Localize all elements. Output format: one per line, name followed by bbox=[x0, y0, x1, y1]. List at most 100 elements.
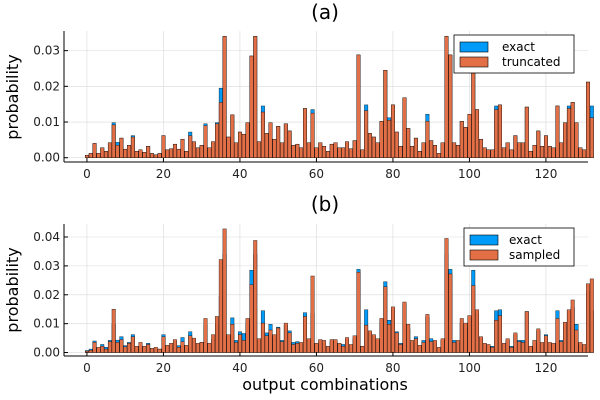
panel-a-bar-truncated-91 bbox=[433, 145, 437, 158]
panel-a-xtick-label: 100 bbox=[458, 167, 481, 181]
panel-b-bar-sampled-4 bbox=[100, 346, 105, 353]
panel-a-bar-truncated-80 bbox=[390, 104, 395, 158]
panel-b-bar-sampled-54 bbox=[291, 344, 296, 353]
panel-a-bar-truncated-86 bbox=[413, 137, 418, 158]
panel-a-bar-truncated-48 bbox=[268, 122, 273, 158]
panel-a-bar-truncated-84 bbox=[406, 128, 411, 158]
panel-a-bar-truncated-100 bbox=[467, 113, 472, 158]
panel-a-bar-truncated-105 bbox=[486, 149, 491, 158]
panel-b-bar-sampled-122 bbox=[551, 343, 556, 353]
panel-a-bar-truncated-96 bbox=[452, 142, 457, 158]
panel-b-bar-sampled-124 bbox=[559, 341, 564, 353]
panel-b-bar-sampled-87 bbox=[417, 345, 422, 353]
panel-a-bar-truncated-30 bbox=[199, 145, 204, 158]
panel-b-bar-sampled-29 bbox=[195, 343, 200, 353]
panel-b-bar-sampled-63 bbox=[325, 346, 330, 353]
panel-a-bar-truncated-66 bbox=[337, 147, 342, 158]
panel-b-bar-sampled-64 bbox=[329, 339, 334, 353]
panel-a-bar-truncated-63 bbox=[325, 151, 330, 158]
panel-a-bar-truncated-10 bbox=[123, 148, 128, 158]
panel-a-bar-truncated-127 bbox=[570, 102, 575, 158]
panel-b-bar-sampled-7 bbox=[111, 309, 116, 353]
panel-a-legend-label-exact: exact bbox=[502, 40, 535, 54]
panel-b-bar-sampled-105 bbox=[486, 344, 491, 353]
panel-a-xtick-label: 0 bbox=[83, 167, 91, 181]
panel-a-bar-truncated-67 bbox=[341, 147, 346, 158]
panel-b-bar-sampled-3 bbox=[96, 347, 101, 353]
panel-a-bar-truncated-14 bbox=[138, 149, 143, 158]
panel-b-bar-sampled-89 bbox=[425, 314, 430, 353]
panel-a-bars bbox=[85, 36, 594, 158]
panel-b-bars bbox=[85, 228, 594, 353]
panel-b-bar-sampled-8 bbox=[115, 342, 120, 353]
panel-b-bar-sampled-115 bbox=[524, 311, 529, 353]
panel-a-bar-truncated-29 bbox=[195, 147, 200, 158]
panel-b-bar-sampled-28 bbox=[192, 337, 196, 353]
panel-b-axes bbox=[63, 224, 588, 357]
panel-b-bar-sampled-116 bbox=[528, 346, 533, 353]
panel-a-bar-truncated-36 bbox=[222, 36, 227, 158]
panel-a-bar-truncated-70 bbox=[352, 140, 357, 158]
panel-b-bar-sampled-32 bbox=[207, 343, 212, 353]
panel-a-bar-truncated-122 bbox=[551, 147, 556, 158]
panel-a-ytick-label: 0.00 bbox=[33, 151, 60, 165]
panel-b-bar-sampled-34 bbox=[215, 316, 219, 353]
panel-b-bar-sampled-77 bbox=[379, 318, 384, 353]
panel-a-bar-truncated-19 bbox=[157, 153, 162, 158]
panel-a-bar-truncated-49 bbox=[272, 138, 277, 158]
panel-b-bar-sampled-20 bbox=[161, 336, 166, 353]
panel-b-bar-sampled-112 bbox=[513, 332, 518, 353]
panel-a-bar-truncated-90 bbox=[429, 140, 434, 158]
panel-a-bar-truncated-40 bbox=[238, 131, 242, 158]
panel-b-bar-sampled-99 bbox=[463, 322, 468, 353]
panel-b-bar-sampled-9 bbox=[119, 339, 124, 353]
panel-b-bar-sampled-101 bbox=[471, 285, 476, 353]
panel-a-bar-truncated-23 bbox=[172, 143, 177, 158]
panel-a-xtick-label: 120 bbox=[534, 167, 557, 181]
panel-a-bar-truncated-35 bbox=[218, 102, 223, 158]
panel-b-bar-sampled-37 bbox=[226, 334, 231, 353]
panel-a-bar-truncated-62 bbox=[322, 146, 327, 158]
panel-b-bar-sampled-68 bbox=[345, 337, 349, 353]
panel-b-bar-sampled-74 bbox=[368, 330, 372, 353]
panel-b-ytick-label: 0.00 bbox=[33, 346, 60, 360]
panel-b-bar-sampled-130 bbox=[582, 344, 587, 353]
panel-b-bar-sampled-62 bbox=[322, 340, 327, 353]
panel-b-bar-sampled-56 bbox=[299, 342, 304, 353]
panel-a-bar-truncated-17 bbox=[150, 153, 154, 158]
panel-a-ylabel: probability bbox=[3, 54, 22, 139]
panel-b-bar-sampled-23 bbox=[172, 339, 177, 353]
panel-b-bar-sampled-26 bbox=[184, 345, 189, 353]
panel-a-bar-truncated-82 bbox=[398, 146, 403, 158]
panel-a-bar-truncated-114 bbox=[521, 142, 525, 158]
panel-a-bar-truncated-126 bbox=[566, 108, 571, 158]
panel-a-legend-swatch-exact bbox=[459, 41, 489, 53]
panel-a-bar-truncated-4 bbox=[100, 147, 105, 158]
panel-b-bar-sampled-58 bbox=[306, 338, 311, 353]
panel-a-bar-truncated-85 bbox=[410, 146, 414, 158]
panel-a-bar-truncated-16 bbox=[146, 146, 151, 158]
panel-b-bar-sampled-82 bbox=[398, 344, 403, 353]
panel-a-bar-truncated-58 bbox=[306, 142, 311, 158]
panel-a-bar-truncated-34 bbox=[215, 123, 219, 158]
panel-b-xtick-label: 0 bbox=[83, 361, 91, 375]
panel-b-ytick-label: 0.04 bbox=[33, 230, 60, 244]
panel-a-bar-truncated-15 bbox=[142, 152, 147, 158]
panel-a-bar-truncated-88 bbox=[421, 142, 426, 158]
panel-a-bar-truncated-102 bbox=[475, 109, 480, 158]
panel-a-bar-truncated-129 bbox=[578, 147, 583, 158]
panel-b-bar-sampled-21 bbox=[165, 345, 170, 353]
panel-b-bar-sampled-131 bbox=[586, 283, 590, 353]
panel-a-bar-truncated-33 bbox=[211, 141, 216, 158]
panel-b-bar-sampled-104 bbox=[482, 343, 487, 353]
panel-a-bar-truncated-24 bbox=[176, 148, 181, 158]
panel-b-bar-sampled-95 bbox=[448, 273, 453, 353]
panel-a-bar-truncated-38 bbox=[230, 114, 235, 158]
panel-a-legend: exact truncated bbox=[453, 34, 575, 74]
panel-a-bar-truncated-56 bbox=[299, 147, 304, 158]
panel-b-bar-sampled-44 bbox=[253, 240, 258, 353]
panel-a-bar-truncated-83 bbox=[402, 97, 407, 158]
panel-b-bar-sampled-92 bbox=[436, 347, 441, 353]
panel-a-ticks: 0 20 40 60 80 100 120 0.00 0.01 0.02 0.03 bbox=[33, 44, 557, 181]
